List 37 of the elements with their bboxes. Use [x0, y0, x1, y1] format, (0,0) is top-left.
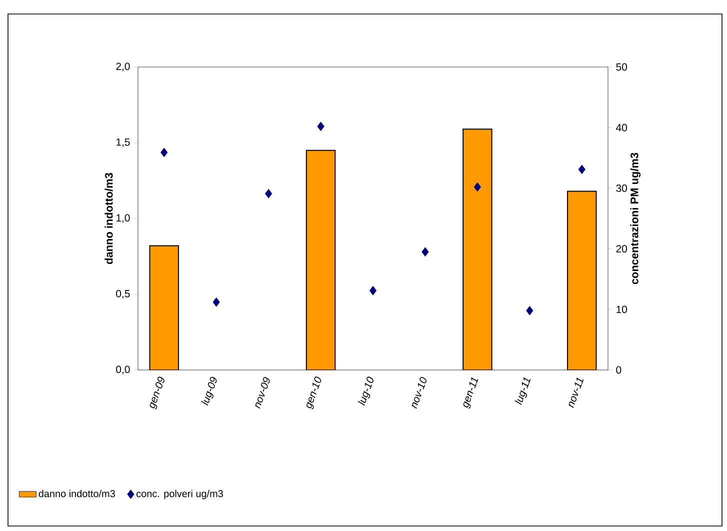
point [526, 306, 534, 316]
bar [306, 150, 336, 370]
y-tick-label: 2,0 [116, 62, 130, 72]
y2-tick-label: 30 [616, 184, 627, 192]
x-tick-label: lug-11 [514, 377, 531, 405]
x-tick-label: lug-10 [358, 376, 374, 406]
point [422, 247, 429, 257]
y2-tick-label: 20 [616, 245, 627, 253]
y2-tick-label: 10 [616, 306, 627, 314]
x-tick-label: nov-11 [568, 378, 584, 408]
y-tick-label: 0,5 [116, 290, 130, 299]
point [160, 148, 168, 158]
y2-axis-title: concentrazioni PM ug/m3 [630, 152, 641, 284]
bar [149, 245, 179, 370]
y2-tick-label: 40 [616, 124, 627, 132]
point [317, 122, 324, 132]
point [369, 286, 377, 296]
y-tick-label: 0,0 [116, 366, 130, 374]
y2-tick-label: 0 [616, 366, 622, 374]
point [212, 297, 220, 307]
y-tick-label: 1,5 [116, 138, 130, 148]
legend-label: conc. polveri ug/m3 [136, 490, 223, 500]
point [474, 182, 482, 192]
y-tick-label: 1,0 [116, 214, 130, 223]
x-tick-label: nov-10 [412, 376, 427, 409]
y2-tick-label: 50 [616, 63, 627, 71]
x-tick-label: nov-09 [255, 377, 270, 409]
x-tick-label: gen-09 [150, 376, 164, 410]
x-tick-label: gen-10 [306, 376, 322, 410]
bar [462, 128, 492, 370]
y-axis-title: danno indotto/m3 [104, 172, 113, 264]
x-tick-label: lug-09 [201, 376, 217, 406]
legend-label: danno indotto/m3 [38, 490, 115, 498]
x-tick-label: gen-11 [463, 377, 478, 409]
point [264, 188, 272, 198]
bar [567, 190, 597, 370]
point [578, 164, 586, 174]
